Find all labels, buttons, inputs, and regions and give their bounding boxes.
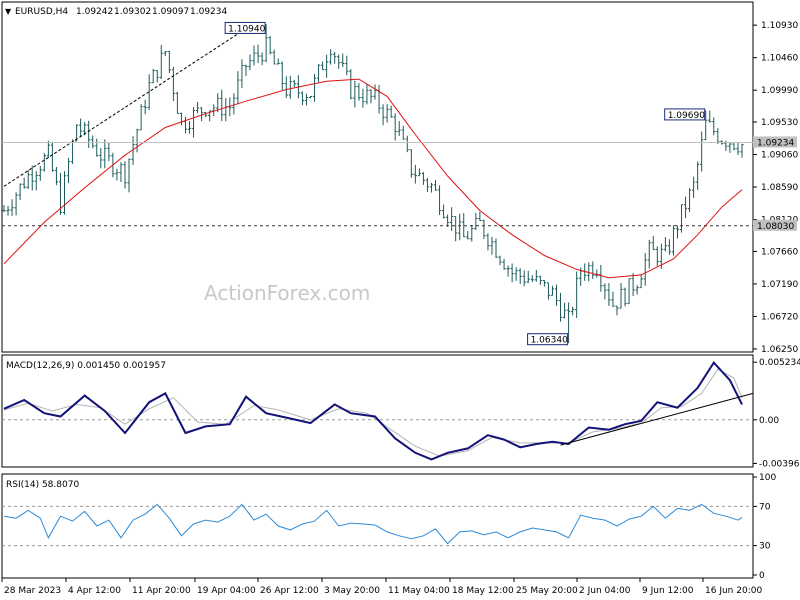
price-tick-label: 1.07190 bbox=[761, 280, 798, 290]
price-tick-label: 1.10460 bbox=[761, 54, 798, 64]
x-tick-label: 28 Mar 2023 bbox=[4, 586, 61, 596]
moving-average-line bbox=[3, 78, 743, 279]
current-price-tag-bg bbox=[753, 136, 797, 148]
annotation-box bbox=[664, 108, 706, 121]
price-trendline bbox=[3, 28, 247, 187]
price-tick-label: 1.09530 bbox=[761, 118, 798, 128]
x-tick-label: 4 Apr 12:00 bbox=[68, 586, 121, 596]
annotation-box bbox=[527, 333, 569, 346]
price-annotations: 1.10940 1.09690 1.06340 bbox=[224, 21, 706, 346]
macd-tick-label: -0.003966 bbox=[759, 459, 800, 469]
macd-tick-label: 0.00 bbox=[759, 416, 779, 426]
header-close: 1.09234 bbox=[190, 7, 227, 17]
rsi-tick-label: 100 bbox=[759, 473, 776, 483]
annotation-label: 1.10940 bbox=[228, 24, 265, 34]
x-tick-label: 19 Apr 04:00 bbox=[197, 586, 256, 596]
current-price-tag-label: 1.09234 bbox=[757, 138, 794, 148]
macd-title: MACD(12,26,9) 0.001450 0.001957 bbox=[6, 361, 166, 371]
rsi-line bbox=[3, 503, 743, 545]
header-high: 1.09302 bbox=[114, 7, 151, 17]
price-tick-label: 1.10930 bbox=[761, 21, 798, 31]
price-tick-label: 1.09990 bbox=[761, 86, 798, 96]
x-tick-label: 26 Apr 12:00 bbox=[260, 586, 319, 596]
rsi-tick-label: 0 bbox=[759, 571, 765, 581]
price-axis: 1.10930 1.10460 1.09990 1.09530 1.09060 1.085… bbox=[753, 21, 798, 355]
chevron-down-icon[interactable]: ▼ bbox=[5, 7, 12, 16]
watermark: ActionForex.com bbox=[204, 281, 370, 305]
header-symbol: EURUSD,H4 bbox=[15, 7, 68, 17]
annotation-box bbox=[224, 21, 266, 34]
rsi-levels bbox=[2, 505, 753, 547]
price-tick-label: 1.08590 bbox=[761, 183, 798, 193]
price-tick-label: 1.07660 bbox=[761, 247, 798, 257]
x-tick-label: 3 May 20:00 bbox=[324, 586, 380, 596]
x-tick-label: 11 Apr 20:00 bbox=[132, 586, 191, 596]
level-price-tag-bg bbox=[753, 219, 797, 231]
x-tick-label: 9 Jun 12:00 bbox=[642, 586, 694, 596]
x-tick-label: 18 May 12:00 bbox=[452, 586, 514, 596]
x-tick-label: 2 Jun 04:00 bbox=[579, 586, 631, 596]
price-panel-frame bbox=[1, 1, 754, 353]
price-candles bbox=[2, 24, 744, 343]
macd-ticks: 0.005234 0.00 -0.003966 bbox=[753, 358, 800, 469]
chart-header: ▼ EURUSD,H4 1.09242 1.09302 1.09097 1.09… bbox=[5, 7, 227, 17]
rsi-title: RSI(14) 58.8070 bbox=[6, 480, 79, 490]
price-tick-label: 1.09060 bbox=[761, 151, 798, 161]
current-price-tag: 1.09234 bbox=[753, 136, 797, 148]
rsi-tick-label: 70 bbox=[759, 502, 771, 512]
price-panel: ActionForex.com ▼ EURUSD,H4 1.09242 1.09… bbox=[1, 1, 754, 353]
annotation-label: 1.09690 bbox=[668, 111, 705, 121]
rsi-tick-label: 30 bbox=[759, 542, 771, 552]
level-price-tag: 1.08030 bbox=[753, 219, 797, 232]
macd-line bbox=[3, 360, 743, 461]
annotation-label: 1.06340 bbox=[531, 336, 568, 346]
price-tick-label: 1.06720 bbox=[761, 312, 798, 322]
macd-panel: MACD(12,26,9) 0.001450 0.001957 0.005234… bbox=[1, 354, 800, 469]
x-tick-label: 25 May 20:00 bbox=[516, 586, 578, 596]
rsi-ticks: 100 70 30 0 bbox=[753, 473, 776, 581]
macd-tick-label: 0.005234 bbox=[759, 358, 800, 368]
header-low: 1.09097 bbox=[152, 7, 189, 17]
x-axis: 28 Mar 2023 4 Apr 12:00 11 Apr 20:00 19 Apr… bbox=[1, 578, 762, 596]
rsi-panel: RSI(14) 58.8070 100 70 30 0 bbox=[1, 473, 776, 581]
x-tick-label: 11 May 04:00 bbox=[388, 586, 450, 596]
macd-trendline bbox=[560, 392, 754, 446]
macd-signal-line bbox=[3, 368, 743, 457]
macd-panel-frame bbox=[1, 354, 754, 468]
price-tick-label: 1.06250 bbox=[761, 345, 798, 355]
header-open: 1.09242 bbox=[76, 7, 113, 17]
x-tick-label: 16 Jun 20:00 bbox=[705, 586, 762, 596]
level-price-tag-label: 1.08030 bbox=[757, 222, 794, 232]
price-ticks: 1.10930 1.10460 1.09990 1.09530 1.09060 1.085… bbox=[753, 21, 798, 355]
